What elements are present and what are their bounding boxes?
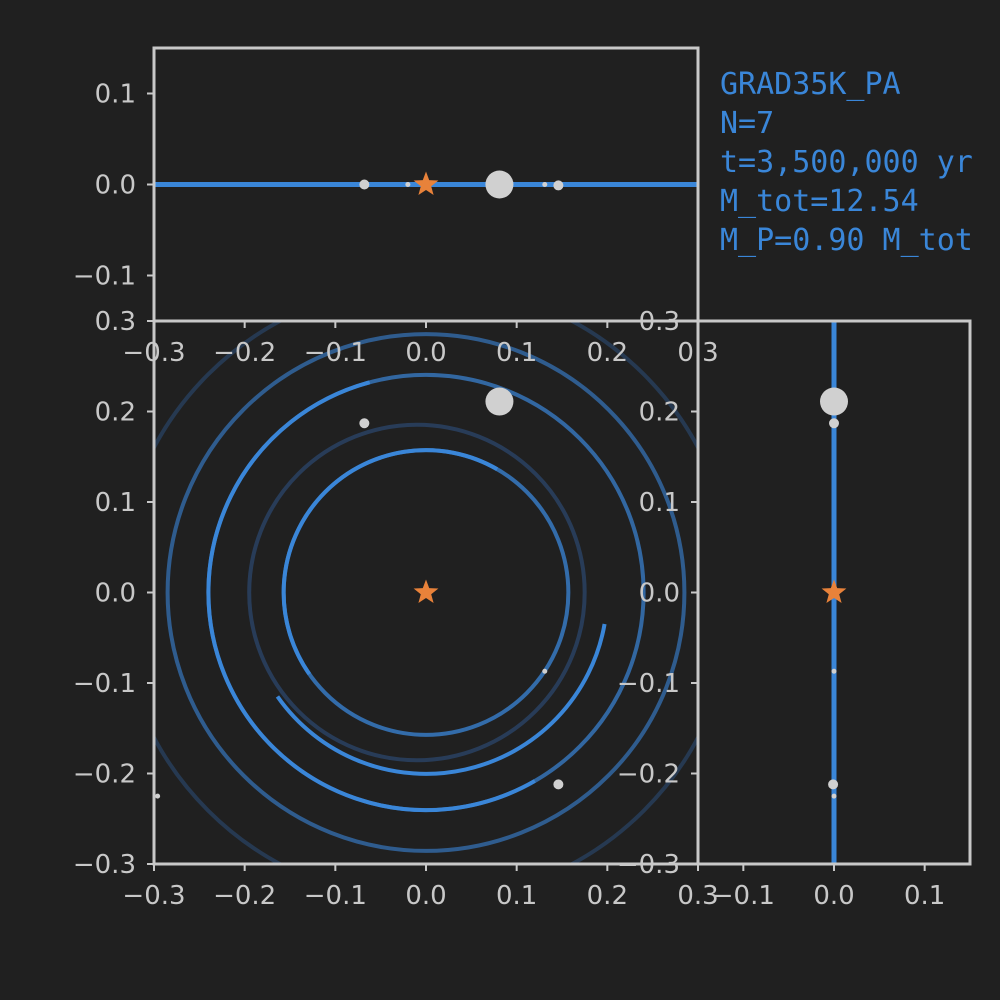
zy-body-point bbox=[829, 418, 839, 429]
xy-panel: −0.3 −0.2 −0.1 0.0 0.1 0.2 0.3−0.3−0.2−0.10.00… bbox=[73, 307, 719, 911]
xy-y-tick-label: −0.1 bbox=[73, 669, 136, 699]
xy-x-tick-label: 0.3 bbox=[677, 881, 718, 911]
xy-y-tick-label: 0.0 bbox=[95, 579, 136, 609]
xz-axis-ticks: −0.3 −0.2 −0.1 0.0 0.1 0.2 0.3 −0.1 0.0 0.1 bbox=[73, 80, 719, 369]
xy-y-tick-label: 0.1 bbox=[95, 488, 136, 518]
zy-y-tick-label: −0.1 bbox=[617, 669, 680, 699]
zy-body-point bbox=[831, 668, 837, 674]
zy-body-point bbox=[820, 387, 848, 416]
xz-body-point bbox=[359, 179, 370, 190]
xz-panel: −0.3 −0.2 −0.1 0.0 0.1 0.2 0.3 −0.1 0.0 0.1 bbox=[73, 46, 719, 369]
xz-x-tick-label: 0.2 bbox=[587, 338, 628, 368]
simulation-info: GRAD35K_PA N=7 t=3,500,000 yr M_tot=12.5… bbox=[720, 67, 973, 258]
xy-orbit-arc bbox=[275, 623, 607, 776]
xz-body-point bbox=[405, 182, 411, 187]
zy-x-tick-label: −0.1 bbox=[712, 881, 775, 911]
xy-body-point bbox=[359, 418, 370, 429]
xy-x-tick-label: 0.0 bbox=[405, 881, 446, 911]
xz-body-point bbox=[553, 180, 564, 191]
info-n: N=7 bbox=[720, 106, 774, 141]
info-name: GRAD35K_PA bbox=[720, 67, 901, 102]
xy-y-tick-label: 0.2 bbox=[95, 398, 136, 428]
xz-x-tick-label: 0.0 bbox=[405, 338, 446, 368]
info-mass-total: M_tot=12.54 bbox=[720, 184, 919, 219]
zy-y-tick-label: 0.3 bbox=[639, 307, 680, 337]
xy-x-tick-label: −0.1 bbox=[304, 881, 367, 911]
xy-axis-ticks: −0.3 −0.2 −0.1 0.0 0.1 0.2 0.3−0.3−0.2−0.10.00… bbox=[73, 307, 719, 911]
xy-body-point bbox=[553, 779, 564, 790]
xy-orbit-track bbox=[165, 332, 687, 853]
xy-y-tick-label: −0.3 bbox=[73, 850, 136, 880]
info-time: t=3,500,000 yr bbox=[720, 145, 973, 180]
zy-x-tick-label: 0.0 bbox=[813, 881, 854, 911]
xy-y-tick-label: −0.2 bbox=[73, 760, 136, 790]
xz-body-point bbox=[542, 182, 548, 187]
zy-panel: −0.1 0.0 0.1 −0.3 −0.2 −0.1 0.0 0.1 0.2 0.3 bbox=[617, 307, 972, 911]
xy-orbit-arc bbox=[281, 448, 499, 676]
zy-y-tick-label: 0.0 bbox=[639, 579, 680, 609]
xy-y-tick-label: 0.3 bbox=[95, 307, 136, 337]
xy-body-point bbox=[155, 793, 161, 799]
xy-x-tick-label: 0.2 bbox=[587, 881, 628, 911]
xy-x-tick-label: −0.2 bbox=[213, 881, 276, 911]
zy-body-point bbox=[828, 779, 839, 790]
zy-y-tick-label: −0.3 bbox=[617, 850, 680, 880]
xz-body-point bbox=[485, 170, 514, 199]
xz-x-tick-label: −0.3 bbox=[122, 338, 185, 368]
zy-y-tick-label: 0.1 bbox=[639, 488, 680, 518]
xz-y-tick-label: −0.1 bbox=[73, 262, 136, 292]
zy-body-point bbox=[831, 793, 837, 799]
xz-y-tick-label: 0.0 bbox=[95, 171, 136, 201]
info-mass-planets: M_P=0.90 M_tot bbox=[720, 223, 973, 258]
zy-y-tick-label: 0.2 bbox=[639, 398, 680, 428]
xz-bodies bbox=[154, 170, 698, 199]
zy-star-marker bbox=[821, 579, 847, 603]
xz-star-marker bbox=[413, 171, 439, 195]
xz-y-tick-label: 0.1 bbox=[95, 80, 136, 110]
zy-x-tick-label: 0.1 bbox=[904, 881, 945, 911]
xy-star-marker bbox=[413, 579, 439, 603]
xy-bodies bbox=[155, 387, 564, 799]
xy-orbit-track bbox=[247, 422, 587, 763]
xz-x-tick-label: 0.1 bbox=[496, 338, 537, 368]
xy-x-tick-label: 0.1 bbox=[496, 881, 537, 911]
xy-x-tick-label: −0.3 bbox=[122, 881, 185, 911]
zy-bodies bbox=[820, 321, 848, 864]
xz-x-tick-label: −0.1 bbox=[304, 338, 367, 368]
xy-body-point bbox=[542, 668, 548, 674]
xy-orbit-arc bbox=[206, 380, 536, 813]
xz-x-tick-label: −0.2 bbox=[213, 338, 276, 368]
zy-axis-ticks: −0.1 0.0 0.1 −0.3 −0.2 −0.1 0.0 0.1 0.2 0.3 bbox=[617, 307, 945, 911]
zy-y-tick-label: −0.2 bbox=[617, 760, 680, 790]
xy-body-point bbox=[485, 387, 514, 416]
xy-orbit-tracks bbox=[154, 321, 698, 864]
